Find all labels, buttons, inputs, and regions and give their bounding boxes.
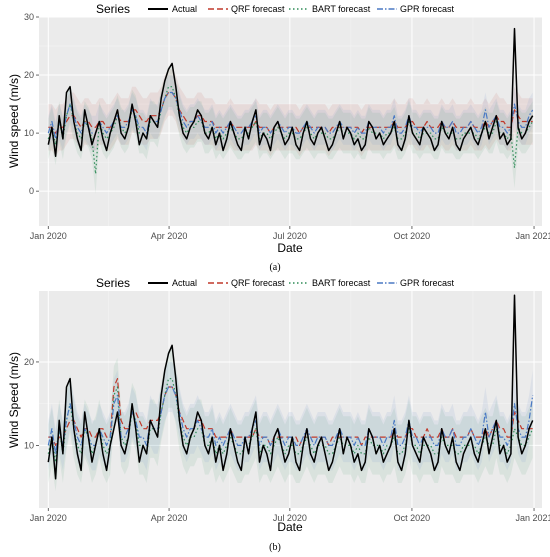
legend-b: Series Actual QRF forecast BART forecast… [96,276,455,290]
x-tick-label: Apr 2020 [151,513,188,523]
legend-label-qrf: QRF forecast [231,278,285,288]
panel-a: Series Actual QRF forecast BART forecast… [7,2,550,255]
y-tick-label: 20 [24,357,34,367]
legend-label-actual: Actual [172,278,197,288]
x-tick-label: Jul 2020 [273,513,307,523]
y-tick-label: 20 [24,70,34,80]
y-tick-label: 10 [24,440,34,450]
band-bart [48,66,533,195]
x-tick-label: Jan 2021 [516,513,550,523]
y-tick-labels-a: 0 10 20 30 [24,12,39,196]
x-tick-label: Jan 2020 [30,513,67,523]
series-lines-b [47,294,534,480]
legend-a: Series Actual QRF forecast BART forecast… [96,2,455,16]
uncertainty-bands-a [48,66,533,195]
x-tick-label: Jul 2020 [273,231,307,241]
grid-a [39,16,542,226]
x-tick-label: Jan 2020 [30,231,67,241]
band-gpr [48,361,533,479]
uncertainty-bands-b [48,349,533,492]
y-tick-labels-b: 10 20 [24,357,39,450]
y-axis-title-b: Wind Speed (m/s) [7,352,21,448]
x-axis-title-b: Date [277,520,303,534]
legend-title: Series [96,276,130,290]
x-tick-label: Oct 2020 [394,513,431,523]
legend-label-gpr: GPR forecast [400,278,455,288]
series-line-actual [47,27,534,158]
legend-label-actual: Actual [172,4,197,14]
x-tick-labels-b: Jan 2020 Apr 2020 Jul 2020 Oct 2020 Jan 2021 [30,508,550,523]
y-tick-label: 10 [24,128,34,138]
band-bart [48,349,533,492]
y-axis-title-a: Wind speed (m/s) [7,74,21,168]
legend-label-qrf: QRF forecast [231,4,285,14]
legend-label-bart: BART forecast [312,4,371,14]
legend-label-gpr: GPR forecast [400,4,455,14]
legend-label-bart: BART forecast [312,278,371,288]
caption-b: (b) [269,542,281,553]
x-tick-label: Jan 2021 [516,231,550,241]
y-tick-label: 30 [24,12,34,22]
legend-title: Series [96,2,130,16]
series-line-bart [47,86,534,175]
plot-background-b [39,291,542,508]
series-line-actual [47,294,534,480]
x-tick-label: Apr 2020 [151,231,188,241]
band-gpr [48,75,533,157]
band-qrf [48,69,533,157]
x-tick-labels-a: Jan 2020 Apr 2020 Jul 2020 Oct 2020 Jan 2021 [30,226,550,241]
x-tick-label: Oct 2020 [394,231,431,241]
y-tick-label: 0 [29,186,34,196]
caption-a: (a) [269,262,281,273]
series-lines-a [47,27,534,175]
x-axis-title-a: Date [277,241,303,255]
panel-b: Series Actual QRF forecast BART forecast… [7,276,550,534]
